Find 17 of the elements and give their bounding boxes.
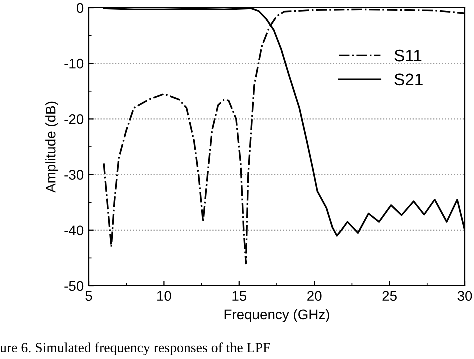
y-tick-label: -20 xyxy=(64,114,84,124)
y-tick-label: -30 xyxy=(64,170,84,180)
y-tick-label: -40 xyxy=(64,226,84,236)
y-tick-label: 0 xyxy=(76,3,84,14)
x-tick-label: 15 xyxy=(232,291,247,302)
y-tick-label: -10 xyxy=(64,58,84,69)
x-tick-label: 20 xyxy=(308,291,322,302)
x-tick-label: 25 xyxy=(382,291,397,302)
legend-label: S21 xyxy=(394,74,423,86)
x-tick-label: 10 xyxy=(158,291,172,302)
x-axis-title: Frequency (GHz) xyxy=(224,309,330,322)
x-tick-label: 5 xyxy=(86,291,92,302)
text: ure 6. Simulated frequency responses of the LPF xyxy=(0,342,270,356)
y-axis-title: Amplitude (dB) xyxy=(46,102,59,193)
legend-label: S11 xyxy=(394,50,422,62)
x-tick-label: 30 xyxy=(458,291,472,302)
y-tick-label: -50 xyxy=(64,281,84,292)
